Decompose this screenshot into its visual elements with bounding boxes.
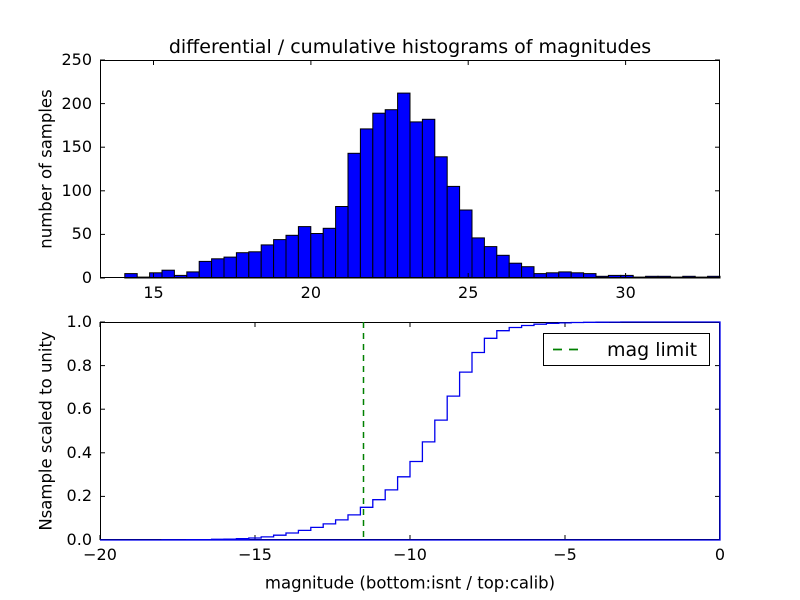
histogram-bars [124, 92, 721, 279]
histogram-bar [359, 128, 374, 279]
cumulative-curve [100, 321, 721, 541]
y-tick-label: 1.0 [66, 312, 92, 331]
y-tick-label: 150 [61, 137, 92, 157]
histogram-bar [483, 246, 498, 279]
histogram-bar [223, 256, 237, 279]
x-tick-label: −20 [83, 545, 117, 564]
x-tick-label: 15 [143, 283, 164, 302]
histogram-bar [335, 206, 349, 279]
legend-label: mag limit [607, 338, 698, 361]
y-tick-label: 250 [61, 50, 92, 69]
histogram-bar [521, 266, 535, 279]
y-tick-label: 0.2 [66, 486, 92, 506]
histogram-bar [446, 185, 461, 279]
histogram-bar [471, 237, 485, 279]
histogram-bar [459, 209, 473, 279]
y-tick-label: 50 [71, 224, 92, 244]
y-tick-label: 100 [61, 180, 92, 200]
y-tick-label: 0.8 [66, 355, 92, 375]
x-tick-label: 20 [300, 283, 322, 302]
histogram-bar [248, 251, 262, 279]
y-tick-label: 0.6 [66, 399, 92, 419]
histogram-bar [198, 260, 213, 279]
y-tick-label: 0 [81, 268, 92, 287]
plot-title: differential / cumulative histograms of … [168, 36, 652, 58]
histogram-bar [260, 244, 275, 279]
histogram-bar [161, 269, 175, 279]
histogram-bar [297, 226, 312, 279]
legend-dash-sample-icon [553, 348, 585, 351]
histogram-bar [347, 152, 361, 279]
histogram-bar [285, 234, 299, 279]
histogram-bar [322, 227, 337, 279]
x-axis-label: magnitude (bottom:isnt / top:calib) [264, 573, 556, 593]
tick-marks [100, 59, 720, 279]
histogram-bar [211, 258, 225, 279]
x-tick-label: −10 [393, 545, 427, 564]
x-tick-label: −5 [553, 545, 577, 564]
y-tick-label: 0.0 [66, 530, 92, 549]
x-tick-label: 0 [714, 545, 726, 564]
differential-histogram-plot-area [100, 59, 721, 279]
histogram-bar [273, 239, 287, 279]
histogram-bar [397, 92, 411, 279]
histogram-bar [496, 254, 510, 279]
histogram-bar [434, 156, 448, 279]
histogram-bar [421, 118, 436, 279]
x-tick-label: 25 [458, 283, 479, 302]
histogram-bar [409, 121, 423, 279]
axes-frame [100, 60, 720, 278]
histogram-bar [235, 252, 250, 279]
x-tick-label: −15 [238, 545, 272, 564]
histogram-bar [508, 262, 523, 279]
y-tick-label: 0.4 [66, 442, 92, 462]
histogram-bar [384, 109, 399, 279]
y-tick-label: 200 [61, 93, 92, 113]
cumulative-histogram-plot-area [99, 321, 721, 541]
legend: mag limit [543, 333, 710, 366]
histogram-bar [310, 233, 324, 279]
histogram-bar [372, 112, 386, 279]
x-tick-label: 30 [615, 283, 636, 302]
